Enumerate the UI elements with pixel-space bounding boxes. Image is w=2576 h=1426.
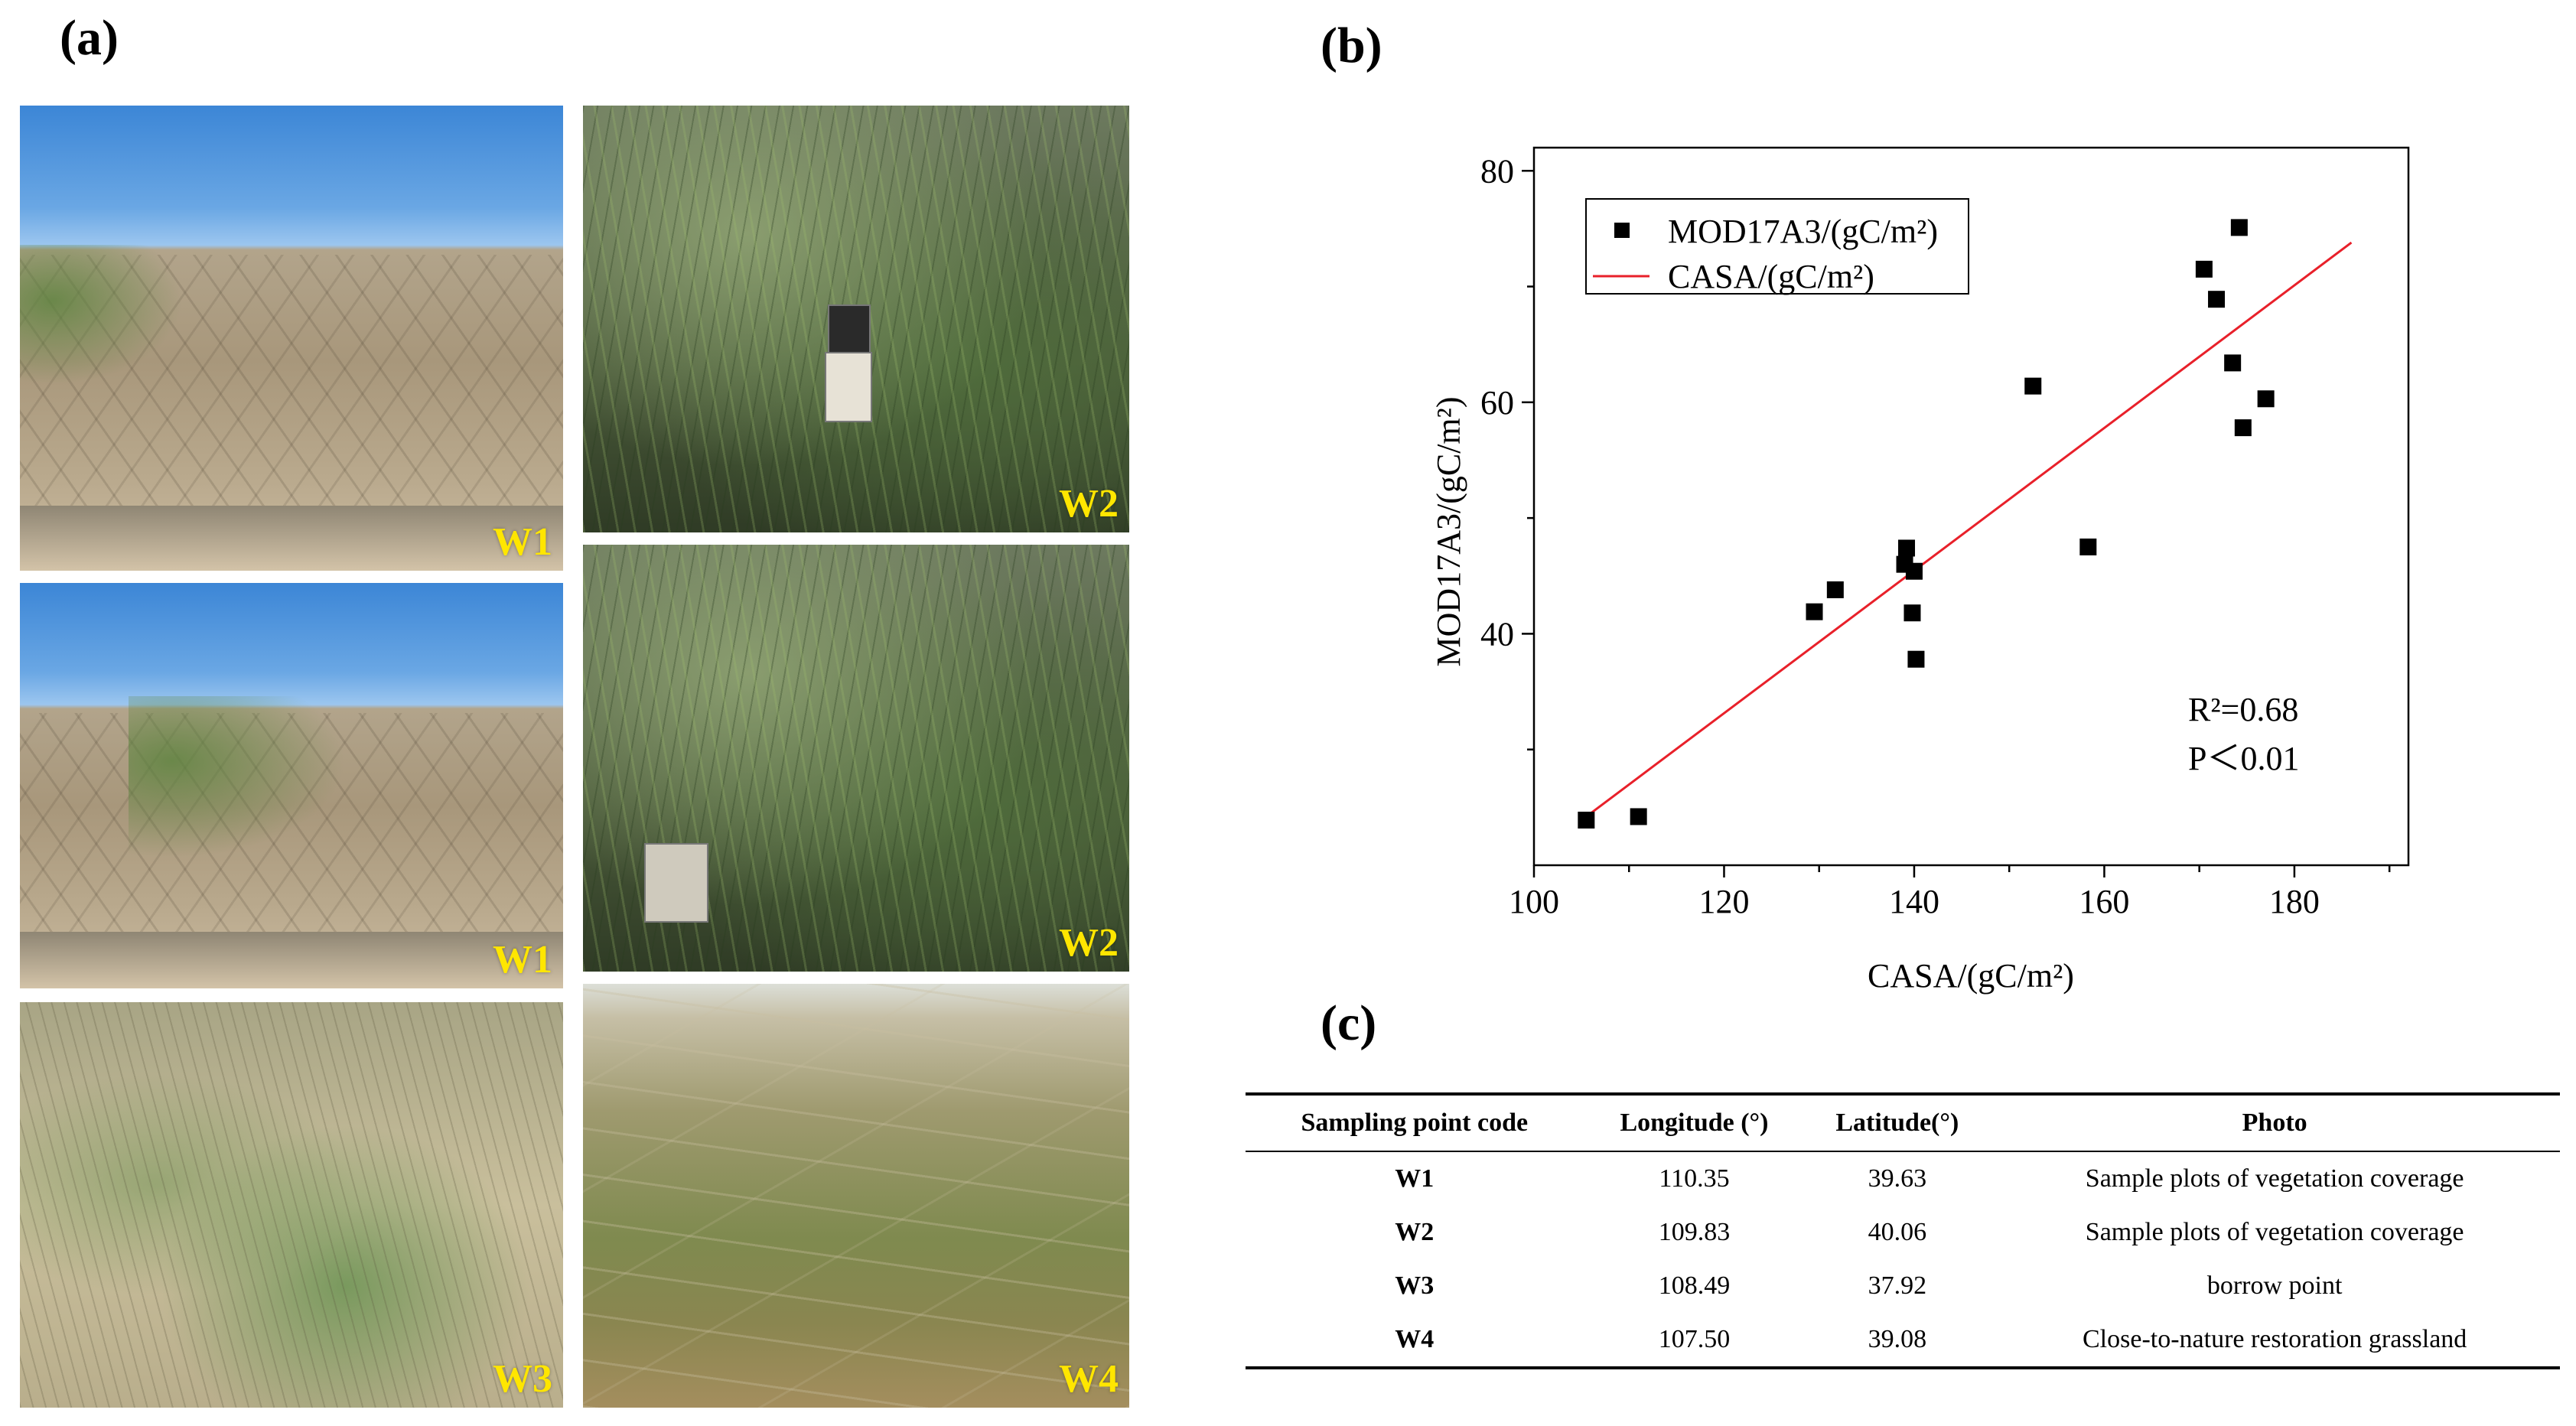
data-point: [1904, 604, 1921, 622]
data-point: [1578, 811, 1595, 829]
cell-code: W1: [1395, 1164, 1435, 1193]
column-header: Photo: [1989, 1092, 2560, 1152]
x-tick-label: 180: [2269, 883, 2320, 920]
column-header: Sampling point code: [1246, 1092, 1584, 1152]
data-point: [1907, 650, 1925, 668]
legend-label: MOD17A3/(gC/m²): [1668, 213, 1938, 250]
cell-latitude: 40.06: [1868, 1218, 1927, 1246]
y-tick-label: 60: [1480, 384, 1514, 422]
photo-tag: W2: [1059, 482, 1119, 526]
data-point: [2024, 377, 2042, 395]
data-point: [2230, 219, 2248, 236]
cell-latitude: 37.92: [1868, 1271, 1927, 1300]
panel-label-a: (a): [60, 10, 119, 66]
table-header-row: Sampling point code Longitude (°) Latitu…: [1246, 1092, 2560, 1152]
x-tick-label: 120: [1698, 883, 1749, 920]
cell-longitude: 110.35: [1659, 1164, 1730, 1193]
data-point: [2079, 538, 2097, 555]
x-tick-label: 160: [2079, 883, 2129, 920]
column-header: Longitude (°): [1583, 1092, 1806, 1152]
data-point: [2195, 260, 2213, 278]
annotation-r2: R²=0.68: [2188, 691, 2298, 728]
data-point: [2234, 419, 2252, 437]
photo-w1-top: W1: [20, 106, 563, 571]
cell-photo: Sample plots of vegetation coverage: [2085, 1218, 2464, 1246]
data-point: [1898, 539, 1916, 557]
data-point: [2257, 390, 2275, 408]
cell-photo: Close-to-nature restoration grassland: [1989, 1313, 2560, 1369]
photo-w3: W3: [20, 1002, 563, 1408]
photo-tag: W4: [1059, 1357, 1119, 1401]
data-point: [2208, 291, 2226, 308]
table-row: W4 107.50 39.08 Close-to-nature restorat…: [1246, 1313, 2560, 1369]
data-point: [1905, 562, 1923, 580]
x-tick-label: 100: [1509, 883, 1559, 920]
y-tick-label: 80: [1480, 152, 1514, 190]
cell-code: W4: [1246, 1313, 1584, 1369]
cell-longitude: 107.50: [1583, 1313, 1806, 1369]
photo-w4: W4: [583, 984, 1129, 1408]
cell-photo: Sample plots of vegetation coverage: [2085, 1164, 2464, 1193]
column-header: Latitude(°): [1805, 1092, 1990, 1152]
legend: MOD17A3/(gC/m²) CASA/(gC/m²): [1585, 198, 1969, 295]
cell-latitude: 39.08: [1805, 1313, 1990, 1369]
table-row: W3 108.49 37.92 borrow point: [1246, 1259, 2560, 1313]
photo-w2-top: W2: [583, 106, 1129, 532]
y-axis-label: MOD17A3/(gC/m²): [1430, 397, 1467, 667]
sampling-table: Sampling point code Longitude (°) Latitu…: [1246, 1092, 2560, 1369]
photo-tag: W3: [493, 1357, 552, 1401]
cell-latitude: 39.63: [1868, 1164, 1927, 1193]
photo-tag: W1: [493, 938, 552, 982]
cell-photo: borrow point: [2206, 1271, 2343, 1300]
cell-code: W2: [1395, 1218, 1435, 1246]
data-point: [2224, 354, 2242, 372]
data-point: [1826, 581, 1844, 598]
x-axis-label: CASA/(gC/m²): [1868, 957, 2074, 995]
legend-marker-square: [1614, 223, 1630, 238]
data-point: [1630, 808, 1647, 825]
photo-tag: W2: [1059, 921, 1119, 965]
cell-longitude: 109.83: [1658, 1218, 1731, 1246]
plot-frame: [1532, 146, 2410, 867]
y-tick-label: 40: [1480, 615, 1514, 653]
data-point: [1806, 603, 1823, 620]
table-row: W1 110.35 39.63 Sample plots of vegetati…: [1246, 1151, 2560, 1206]
legend-label: CASA/(gC/m²): [1668, 258, 1874, 295]
annotation-p: P＜0.01: [2188, 740, 2299, 777]
scatter-chart: 100 120 140 160 180 40 60 80 MOD17A3/(gC/m²) CAS…: [1430, 146, 2410, 995]
photo-w1-bottom: W1: [20, 583, 563, 988]
panel-label-b: (b): [1321, 18, 1382, 73]
photo-w2-bottom: W2: [583, 545, 1129, 972]
legend-box: [1585, 198, 1969, 295]
cell-code: W3: [1395, 1271, 1435, 1300]
regression-line: [1585, 241, 2353, 818]
x-tick-label: 140: [1889, 883, 1939, 920]
table-row: W2 109.83 40.06 Sample plots of vegetati…: [1246, 1206, 2560, 1259]
panel-label-c: (c): [1321, 995, 1377, 1051]
cell-longitude: 108.49: [1658, 1271, 1731, 1300]
photo-tag: W1: [493, 520, 552, 564]
